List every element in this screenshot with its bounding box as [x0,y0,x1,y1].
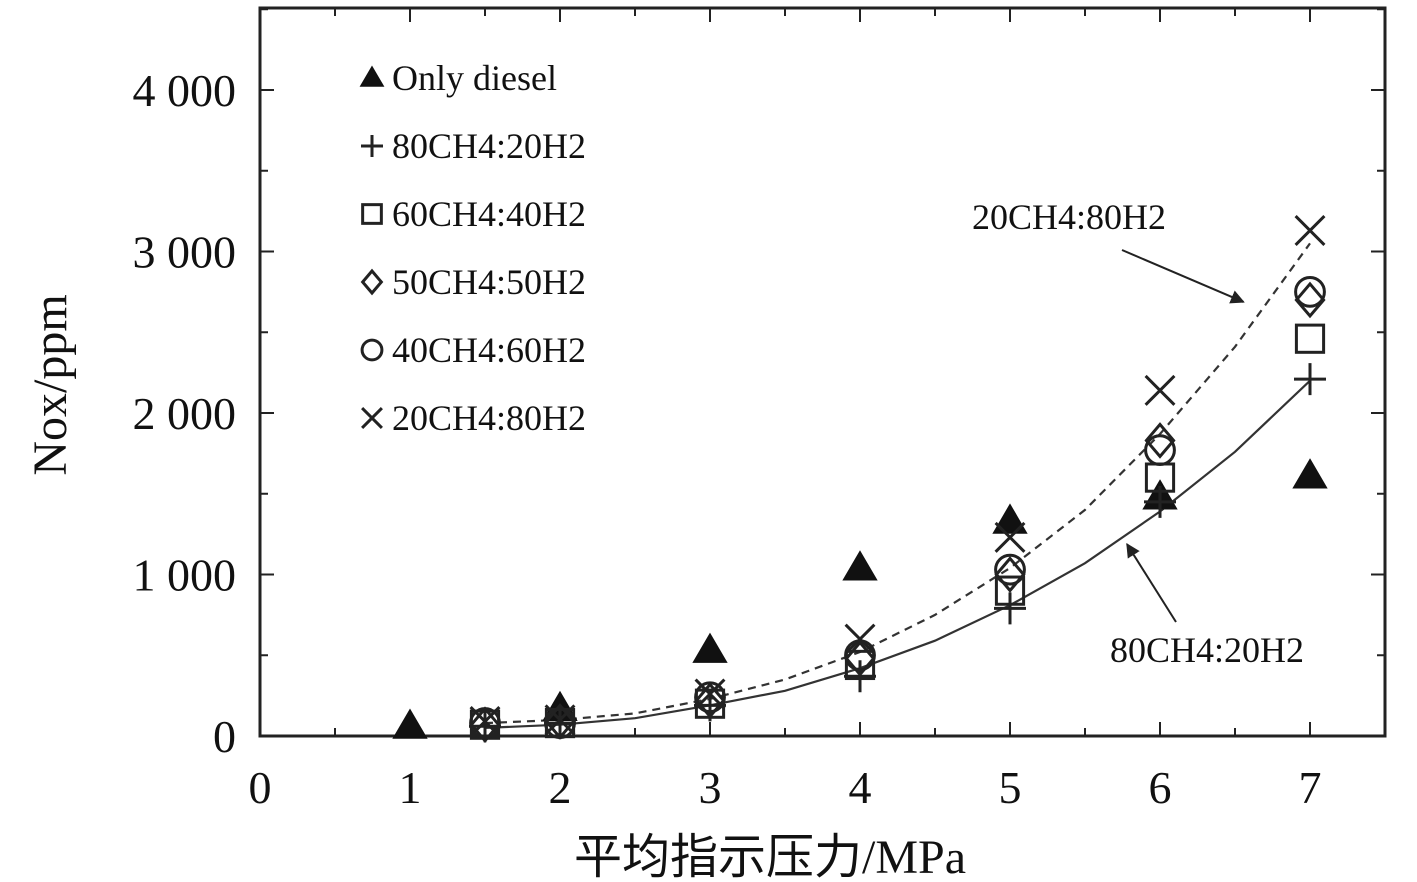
point-40ch4-60h2 [544,707,576,739]
data-points [392,215,1328,744]
point-80ch4-20h2 [1294,363,1326,396]
point-40ch4-60h2 [469,707,501,739]
point-60ch4-40h2 [1294,323,1326,354]
y-tick-label: 3 000 [133,227,237,278]
point-50ch4-50h2 [1144,422,1176,459]
legend: Only diesel 80CH4:20H2 60CH4:40H2 50CH4:50H… [359,58,586,438]
point-only-diesel [992,503,1028,534]
x-tick-label: 5 [999,762,1022,813]
point-80ch4-20h2 [994,592,1026,625]
legend-marker-only-diesel [359,65,385,87]
x-tick-label: 7 [1299,762,1322,813]
legend-marker-20ch4-80h2 [361,407,383,429]
fit-line-80ch4-20h2 [484,379,1311,729]
point-20ch4-80h2 [1144,374,1176,406]
x-tick-labels: 0 1 2 3 4 5 6 7 [249,762,1322,813]
annotation-arrow [1126,543,1177,623]
y-tick-label: 1 000 [133,550,237,601]
legend-label: Only diesel [392,58,557,98]
point-20ch4-80h2 [1294,215,1326,246]
legend-label: 80CH4:20H2 [392,126,586,166]
x-tick-label: 2 [549,762,572,813]
annotations: 20CH4:80H2 80CH4:20H2 [972,197,1304,670]
x-tick-label: 6 [1149,762,1172,813]
x-tick-label: 0 [249,762,272,813]
y-axis-title: Nox/ppm [24,294,77,475]
x-tick-label: 1 [399,762,422,813]
legend-marker-40ch4-60h2 [360,338,384,362]
point-only-diesel [1292,458,1328,489]
point-20ch4-80h2 [694,678,726,710]
legend-marker-50ch4-50h2 [360,268,384,296]
point-50ch4-50h2 [469,706,501,744]
annotation-arrow [1121,249,1245,304]
legend-label: 40CH4:60H2 [392,330,586,370]
point-40ch4-60h2 [1294,275,1326,308]
point-20ch4-80h2 [994,521,1026,553]
point-50ch4-50h2 [844,640,876,677]
y-tick-label: 4 000 [133,65,237,116]
point-20ch4-80h2 [844,623,876,655]
point-only-diesel [842,550,878,581]
legend-label: 20CH4:80H2 [392,398,586,438]
point-20ch4-80h2 [469,706,501,737]
axis-ticks [260,8,1385,736]
y-tick-label: 0 [213,711,236,762]
legend-marker-60ch4-40h2 [361,203,383,225]
point-only-diesel [692,632,728,663]
point-60ch4-40h2 [994,575,1026,606]
annotation-20ch4-80h2: 20CH4:80H2 [972,197,1166,237]
fit-line-20ch4-80h2 [484,242,1311,725]
y-tick-labels: 0 1 000 2 000 3 000 4 000 [133,65,237,762]
point-40ch4-60h2 [994,553,1026,586]
x-tick-label: 4 [849,762,872,813]
point-60ch4-40h2 [844,649,876,681]
point-50ch4-50h2 [994,556,1026,593]
point-20ch4-80h2 [544,704,576,736]
x-tick-label: 3 [699,762,722,813]
legend-marker-80ch4-20h2 [361,135,383,157]
point-50ch4-50h2 [694,682,726,719]
legend-label: 50CH4:50H2 [392,262,586,302]
y-tick-label: 2 000 [133,388,237,439]
annotation-80ch4-20h2: 80CH4:20H2 [1110,630,1304,670]
point-40ch4-60h2 [694,681,726,714]
point-40ch4-60h2 [1144,434,1176,467]
point-only-diesel [392,708,428,739]
point-50ch4-50h2 [1294,281,1326,319]
legend-label: 60CH4:40H2 [392,194,586,234]
x-axis-title: 平均指示压力/MPa [574,831,966,882]
plot-frame [258,6,1387,738]
